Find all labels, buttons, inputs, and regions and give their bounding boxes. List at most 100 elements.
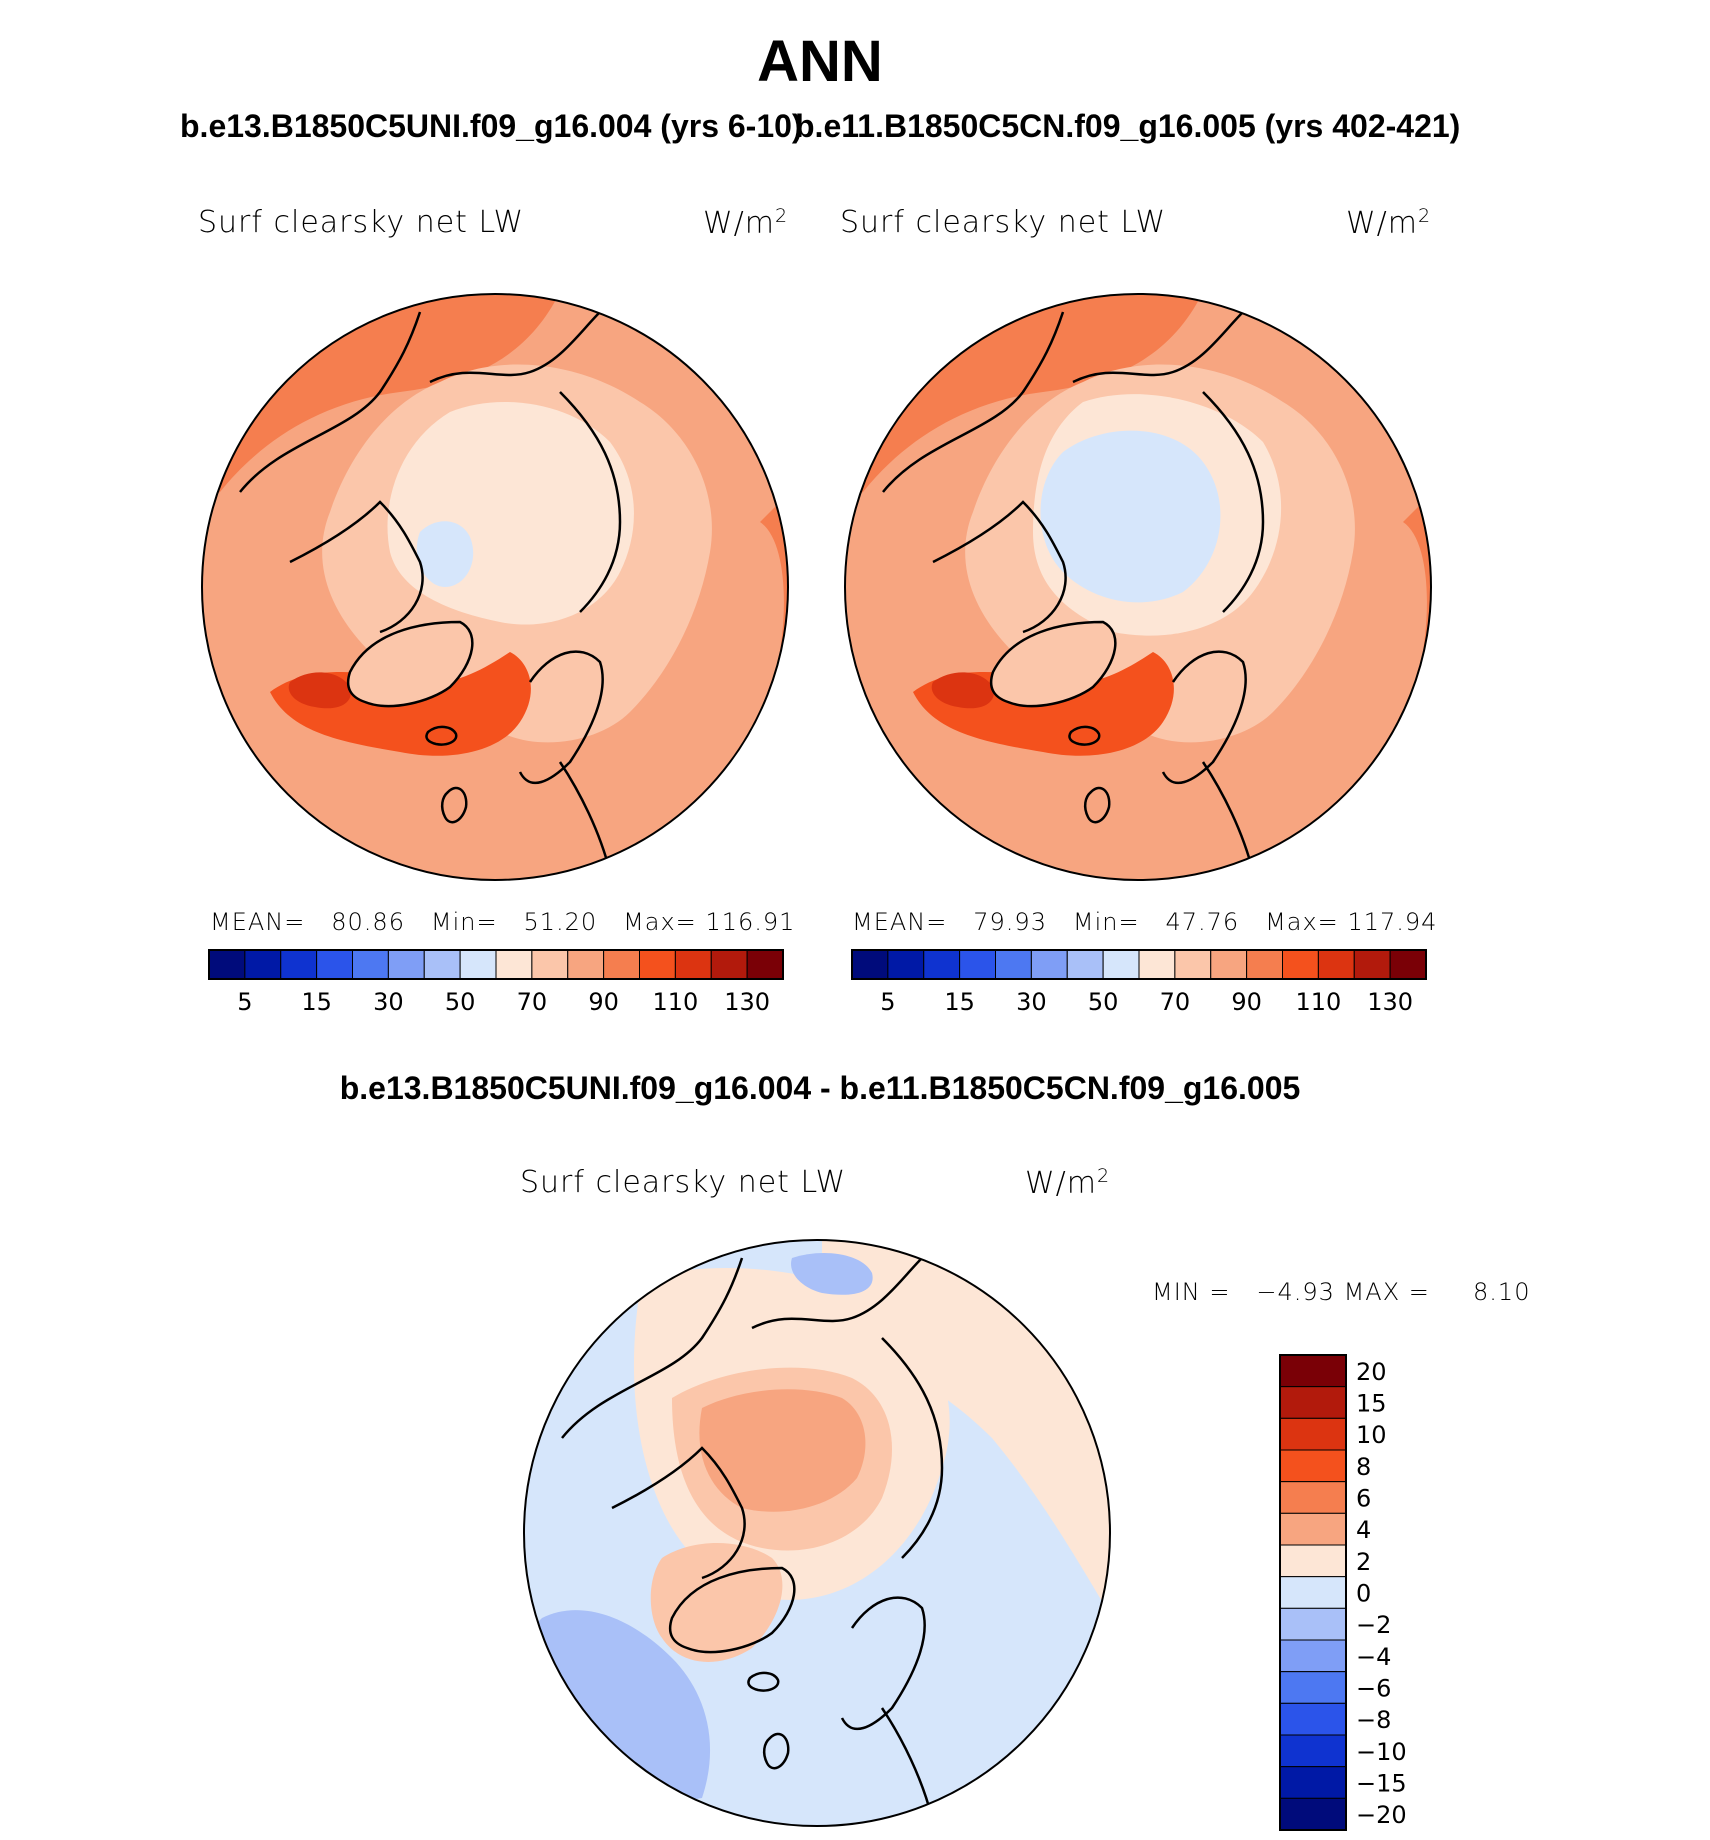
colorbar-tick-label: −20 [1356, 1801, 1407, 1829]
colorbar-swatch [1317, 949, 1355, 980]
colorbar-swatch [1138, 949, 1176, 980]
colorbar-swatch [531, 949, 569, 980]
colorbar-swatch [1389, 949, 1427, 980]
colorbar-swatch [1246, 949, 1283, 980]
polar-map-right [844, 293, 1432, 881]
min-value: 47.76 [1165, 908, 1240, 936]
colorbar-tick-label: 30 [373, 988, 404, 1016]
colorbar-tick-label: −6 [1356, 1675, 1391, 1703]
colorbar-swatch [352, 949, 389, 980]
coastline-north-america [561, 1257, 744, 1439]
colorbar-swatch [1174, 949, 1212, 980]
max-value: 8.10 [1473, 1278, 1531, 1306]
colorbar-frame [851, 949, 1427, 980]
colorbar-tick-label: 110 [652, 988, 698, 1016]
coastline-greenland [668, 1566, 796, 1654]
min-value: −4.93 [1256, 1278, 1335, 1306]
max-label: MAX = [1343, 1278, 1430, 1306]
coastline-iceland [425, 725, 458, 746]
colorbar-tick-label: 90 [588, 988, 619, 1016]
units-label-diff: W/m2 [1025, 1165, 1110, 1201]
units-label-right: W/m2 [1346, 205, 1431, 241]
mean-label: MEAN= [210, 908, 306, 936]
colorbar-swatch [1279, 1544, 1347, 1578]
colorbar-swatch [746, 949, 784, 980]
colorbar-swatch [1279, 1639, 1347, 1673]
colorbar-swatch [639, 949, 676, 980]
variable-label-left: Surf clearsky net LW [198, 205, 525, 240]
colorbar-swatch [1282, 949, 1319, 980]
colorbar-swatch [1279, 1671, 1347, 1704]
colorbar-swatch [710, 949, 748, 980]
colorbar-swatch [1279, 1766, 1347, 1799]
colorbar-frame [1279, 1354, 1347, 1831]
mean-value: 80.86 [331, 908, 405, 936]
min-label: MIN = [1152, 1278, 1231, 1306]
coastline-canada-arctic [611, 1446, 746, 1580]
map-fill-arctic-blue [1040, 430, 1221, 603]
colorbar-swatch [1353, 949, 1391, 980]
stats-left: MEAN= 80.86 Min= 51.20 Max= 116.91 [210, 908, 795, 936]
variable-label-right: Surf clearsky net LW [840, 205, 1167, 240]
diff-fill-pacific-neg [791, 1253, 873, 1295]
colorbar-tick-label: 2 [1356, 1548, 1371, 1576]
colorbar-tick-label: 130 [724, 988, 770, 1016]
max-value: 117.94 [1347, 908, 1438, 936]
colorbar-swatch [316, 949, 353, 980]
coastline-north-america [882, 311, 1065, 493]
mean-label: MEAN= [852, 908, 948, 936]
map-fill-labrador-hot [288, 672, 351, 709]
colorbar-swatch [1279, 1607, 1347, 1641]
colorbar-left: 5 15 30 50 70 90 110 130 [208, 949, 784, 1016]
coastline-russia [1202, 391, 1265, 613]
max-label: Max= [1265, 908, 1339, 936]
colorbar-swatch [674, 949, 712, 980]
map-fill-labrador-hot [931, 672, 994, 709]
colorbar-tick-label: 0 [1356, 1580, 1371, 1608]
units-sup: 2 [1418, 205, 1432, 227]
map-fill-greenland [348, 622, 473, 707]
max-value: 116.91 [705, 908, 796, 936]
colorbar-swatch [423, 949, 461, 980]
colorbar-tick-label: 90 [1231, 988, 1262, 1016]
colorbar-tick-label: 130 [1367, 988, 1413, 1016]
coastline-british-isles [762, 1732, 790, 1770]
colorbar-right: 5 15 30 50 70 90 110 130 [851, 949, 1427, 1016]
units-text: W/m [1346, 206, 1418, 241]
coastline-british-isles [1083, 786, 1111, 824]
map-border [523, 1239, 1111, 1827]
coastline-greenland [989, 620, 1117, 708]
diff-stats: MIN = −4.93 MAX = 8.10 [1152, 1278, 1530, 1306]
units-text: W/m [703, 206, 775, 241]
colorbar-tick-label: 5 [237, 988, 252, 1016]
colorbar-tick-label: 15 [301, 988, 332, 1016]
colorbar-swatch [244, 949, 282, 980]
units-label-left: W/m2 [703, 205, 788, 241]
colorbar-tick-label: 50 [1088, 988, 1119, 1016]
colorbar-swatch [887, 949, 925, 980]
colorbar-tick-label: −2 [1356, 1611, 1391, 1639]
colorbar-tick-label: 70 [517, 988, 548, 1016]
coastline-siberia [429, 311, 601, 384]
min-value: 51.20 [523, 908, 598, 936]
units-sup: 2 [775, 205, 789, 227]
colorbar-swatch [1102, 949, 1140, 980]
units-sup: 2 [1097, 1165, 1111, 1187]
colorbar-tick-label: 110 [1295, 988, 1341, 1016]
min-label: Min= [430, 908, 498, 936]
colorbar-swatch [1279, 1417, 1347, 1451]
difference-title: b.e13.B1850C5UNI.f09_g16.004 - b.e11.B18… [339, 1070, 1301, 1106]
coastline-canada-arctic [932, 500, 1067, 634]
colorbar-swatch [495, 949, 533, 980]
coastline-canada-arctic [289, 500, 424, 634]
colorbar-tick-label: 10 [1356, 1421, 1387, 1449]
diff-fill-greenland-pos [650, 1543, 783, 1662]
stats-right: MEAN= 79.93 Min= 47.76 Max= 117.94 [852, 908, 1437, 936]
colorbar-tick-label: 15 [1356, 1390, 1387, 1418]
colorbar-swatch [1279, 1576, 1347, 1609]
case-title-right: b.e11.B1850C5CN.f09_g16.005 (yrs 402-421… [795, 108, 1461, 144]
colorbar-tick-label: 4 [1356, 1516, 1371, 1544]
variable-label-diff: Surf clearsky net LW [520, 1165, 847, 1200]
colorbar-swatch [959, 949, 996, 980]
colorbar-swatch [603, 949, 640, 980]
